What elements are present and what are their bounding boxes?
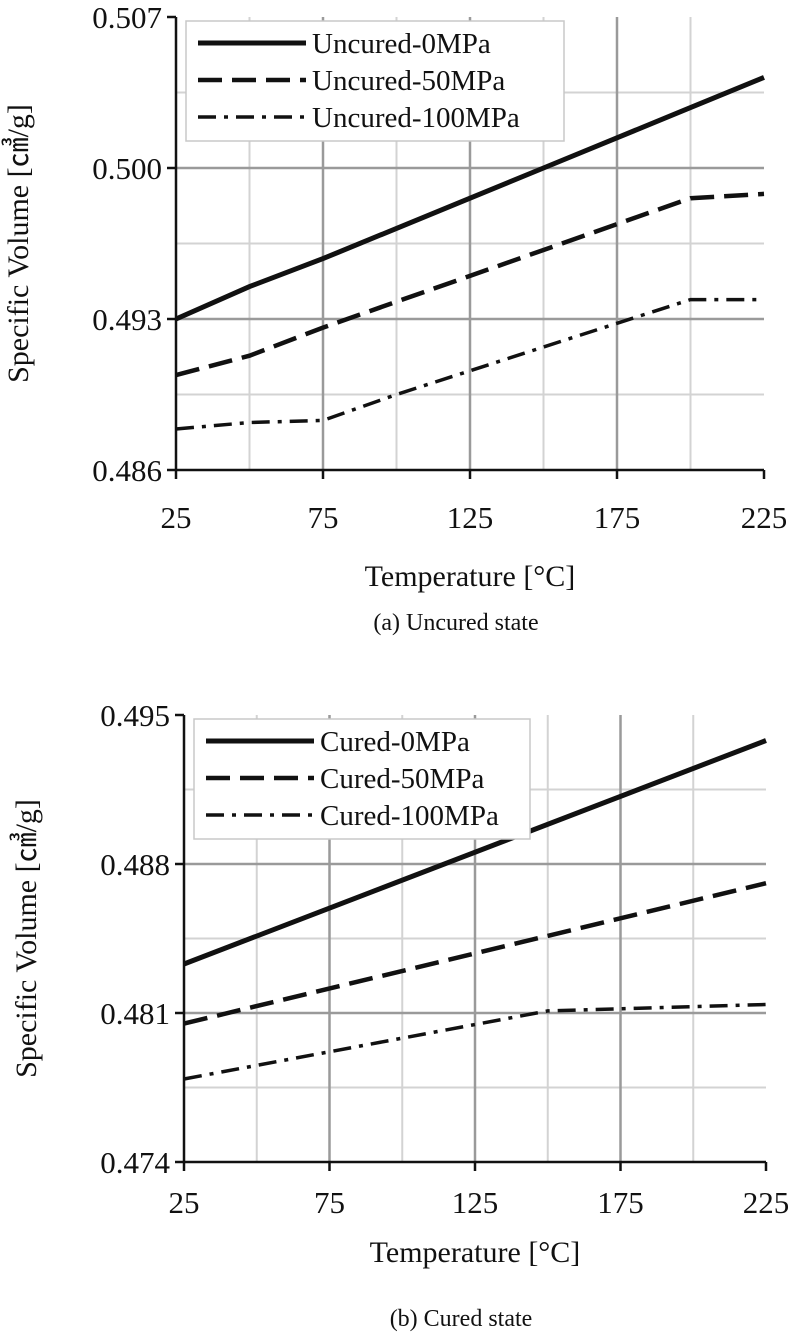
y-tick-label: 0.474 bbox=[100, 1145, 170, 1180]
chart-cured: 0.474 0.481 0.488 0.495 25 75 125 175 225 Tempera… bbox=[10, 698, 789, 1332]
legend-label: Cured-0MPa bbox=[320, 726, 470, 758]
series-line-cured-0mpa bbox=[183, 738, 767, 967]
x-tick-label: 25 bbox=[161, 500, 192, 535]
chart-uncured: 0.486 0.493 0.500 0.507 25 75 125 175 225 Tempera… bbox=[2, 0, 787, 636]
x-axis-label: Temperature [°C] bbox=[370, 1236, 581, 1269]
y-tick-label: 0.488 bbox=[100, 847, 170, 882]
series-line-uncured-100mpa bbox=[175, 297, 764, 431]
x-tick-label: 175 bbox=[597, 1185, 644, 1220]
y-axis-label: Specific Volume [㎤/g] bbox=[10, 799, 43, 1078]
x-tick-label: 25 bbox=[169, 1185, 200, 1220]
y-tick-label: 0.481 bbox=[100, 996, 170, 1031]
figure-caption: (a) Uncured state bbox=[373, 610, 538, 636]
x-tick-label: 125 bbox=[452, 1185, 499, 1220]
legend-label: Uncured-0MPa bbox=[312, 28, 491, 60]
x-tick-label: 75 bbox=[314, 1185, 345, 1220]
figure-caption: (b) Cured state bbox=[390, 1306, 533, 1332]
x-tick-label: 125 bbox=[447, 500, 494, 535]
y-tick-label: 0.495 bbox=[100, 698, 170, 733]
x-tick-label: 225 bbox=[741, 500, 788, 535]
series-line-cured-50mpa bbox=[183, 881, 767, 1026]
y-tick-label: 0.507 bbox=[92, 0, 162, 35]
x-tick-label: 75 bbox=[308, 500, 339, 535]
x-axis-label: Temperature [°C] bbox=[365, 560, 576, 593]
series-line-cured-100mpa bbox=[183, 1002, 767, 1081]
legend-label: Uncured-50MPa bbox=[312, 65, 505, 97]
series-line-uncured-50mpa bbox=[175, 191, 765, 378]
y-tick-label: 0.493 bbox=[92, 302, 162, 337]
legend-label: Cured-50MPa bbox=[320, 763, 484, 795]
y-tick-label: 0.500 bbox=[92, 151, 162, 186]
series-line-uncured-0mpa bbox=[174, 75, 765, 322]
y-axis-label: Specific Volume [㎤/g] bbox=[2, 104, 35, 383]
x-tick-label: 225 bbox=[743, 1185, 790, 1220]
legend-label: Cured-100MPa bbox=[320, 800, 499, 832]
y-tick-label: 0.486 bbox=[92, 453, 162, 488]
legend-label: Uncured-100MPa bbox=[312, 102, 520, 134]
x-tick-label: 175 bbox=[594, 500, 641, 535]
